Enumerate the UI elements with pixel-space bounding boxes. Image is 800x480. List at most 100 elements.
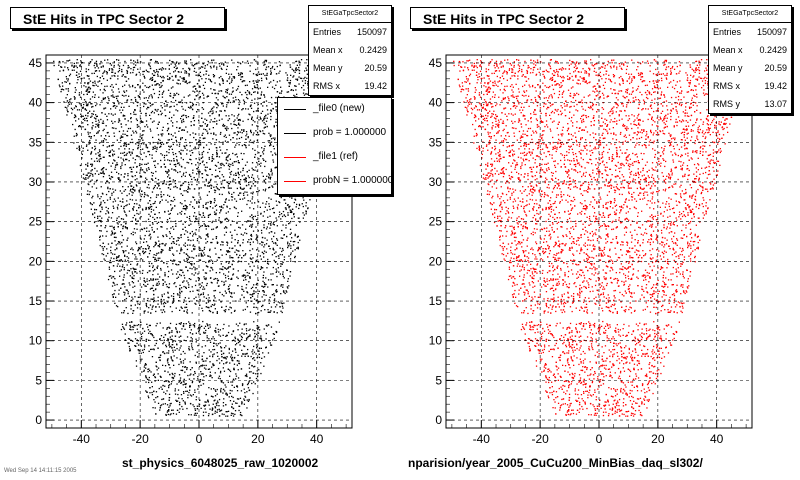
hit-point <box>156 83 158 85</box>
hit-point <box>217 99 219 101</box>
hit-point <box>122 198 124 200</box>
hit-point <box>118 65 121 67</box>
hit-point <box>186 259 188 261</box>
hit-point <box>111 212 114 214</box>
hit-point <box>268 203 270 205</box>
hit-point <box>194 212 196 214</box>
hit-point <box>183 205 185 208</box>
hit-point <box>153 80 156 83</box>
hit-point <box>168 381 170 383</box>
hit-point <box>199 214 201 216</box>
hit-point <box>122 115 124 117</box>
hit-point <box>175 65 177 67</box>
hit-point <box>149 304 152 306</box>
hit-point <box>248 281 250 283</box>
hit-point <box>176 250 178 252</box>
hit-point <box>239 124 241 126</box>
hit-point <box>136 264 138 266</box>
hit-point <box>114 107 117 109</box>
hit-point <box>188 187 190 189</box>
hit-point <box>112 71 114 73</box>
hit-point <box>243 345 245 347</box>
hit-point <box>112 155 114 157</box>
hit-point <box>78 92 81 94</box>
hit-point <box>197 161 199 164</box>
hit-point <box>261 305 263 308</box>
hit-point <box>259 255 261 257</box>
hit-point <box>140 195 142 198</box>
hit-point <box>163 156 165 159</box>
hit-point <box>171 381 173 383</box>
hit-point <box>185 303 188 305</box>
hit-point <box>111 68 113 70</box>
hit-point <box>150 118 152 120</box>
hit-point <box>172 298 175 300</box>
hit-point <box>301 203 303 205</box>
hit-point <box>180 153 182 155</box>
hit-point <box>141 208 144 210</box>
hit-point <box>247 136 249 138</box>
hit-point <box>166 219 169 221</box>
hit-point <box>228 288 230 290</box>
hit-point <box>210 375 212 377</box>
hit-point <box>105 235 107 237</box>
hit-point <box>130 154 132 156</box>
hit-point <box>290 252 292 254</box>
hit-point <box>202 373 204 375</box>
hit-point <box>172 349 174 351</box>
hit-point <box>260 335 262 337</box>
hit-point <box>184 245 186 247</box>
hit-point <box>276 290 278 293</box>
hit-point <box>230 381 232 383</box>
hit-point <box>141 169 144 171</box>
hit-point <box>219 110 221 112</box>
hit-point <box>181 328 183 330</box>
hit-point <box>298 204 301 207</box>
hit-point <box>124 254 126 256</box>
hit-point <box>99 244 101 247</box>
hit-point <box>273 301 275 304</box>
hit-point <box>295 224 297 226</box>
hit-point <box>193 248 195 251</box>
hit-point <box>247 387 250 389</box>
hit-point <box>253 357 255 359</box>
hit-point <box>210 110 212 112</box>
hit-point <box>113 228 115 230</box>
hit-point <box>162 126 164 128</box>
hit-point <box>198 74 200 77</box>
hit-point <box>289 64 291 66</box>
hit-point <box>102 66 104 68</box>
hit-point <box>268 302 270 304</box>
hit-point <box>66 94 68 96</box>
hit-point <box>200 407 202 409</box>
hit-point <box>256 345 258 348</box>
hit-point <box>179 261 181 264</box>
hit-point <box>248 380 251 382</box>
hit-point <box>98 70 101 72</box>
hit-point <box>190 223 192 225</box>
hit-point <box>95 70 98 72</box>
hit-point <box>225 226 227 228</box>
hit-point <box>174 70 176 72</box>
hit-point <box>224 219 226 221</box>
hit-point <box>177 393 179 396</box>
hit-point <box>264 145 266 147</box>
hit-point <box>263 256 265 258</box>
hit-point <box>85 174 87 176</box>
hit-point <box>161 221 163 223</box>
hit-point <box>155 170 157 173</box>
hit-point <box>129 127 132 130</box>
hit-point <box>276 239 279 241</box>
hit-point <box>157 83 159 85</box>
hit-point <box>296 93 298 95</box>
hit-point <box>178 164 181 166</box>
hit-point <box>249 241 251 244</box>
hit-point <box>302 212 304 214</box>
hit-point <box>105 139 107 141</box>
hit-point <box>133 111 135 113</box>
hit-point <box>79 147 81 150</box>
hit-point <box>243 144 245 146</box>
hit-point <box>260 310 262 312</box>
hit-point <box>229 389 231 392</box>
hit-point <box>168 343 170 345</box>
